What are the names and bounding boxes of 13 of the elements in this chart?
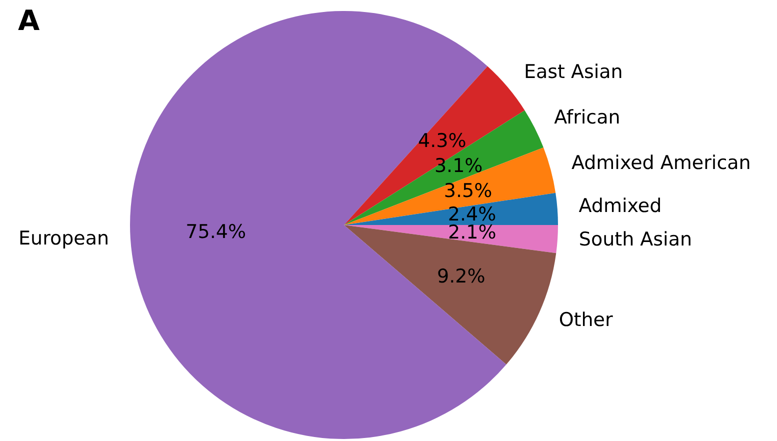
chart-title: A: [18, 4, 40, 37]
slice-label: Other: [558, 309, 613, 332]
slice-label: East Asian: [524, 61, 623, 84]
data-label: 4.3%: [418, 130, 466, 152]
slice-label: European: [18, 228, 110, 250]
data-label: 75.4%: [186, 221, 246, 243]
slice-label: Admixed: [578, 195, 662, 218]
data-label: 3.5%: [444, 180, 492, 202]
data-label: 9.2%: [437, 265, 486, 288]
slice-label: Admixed American: [571, 152, 751, 174]
data-label: 3.1%: [434, 155, 483, 178]
slice-label: South Asian: [578, 228, 692, 250]
slice-label: African: [554, 106, 620, 129]
